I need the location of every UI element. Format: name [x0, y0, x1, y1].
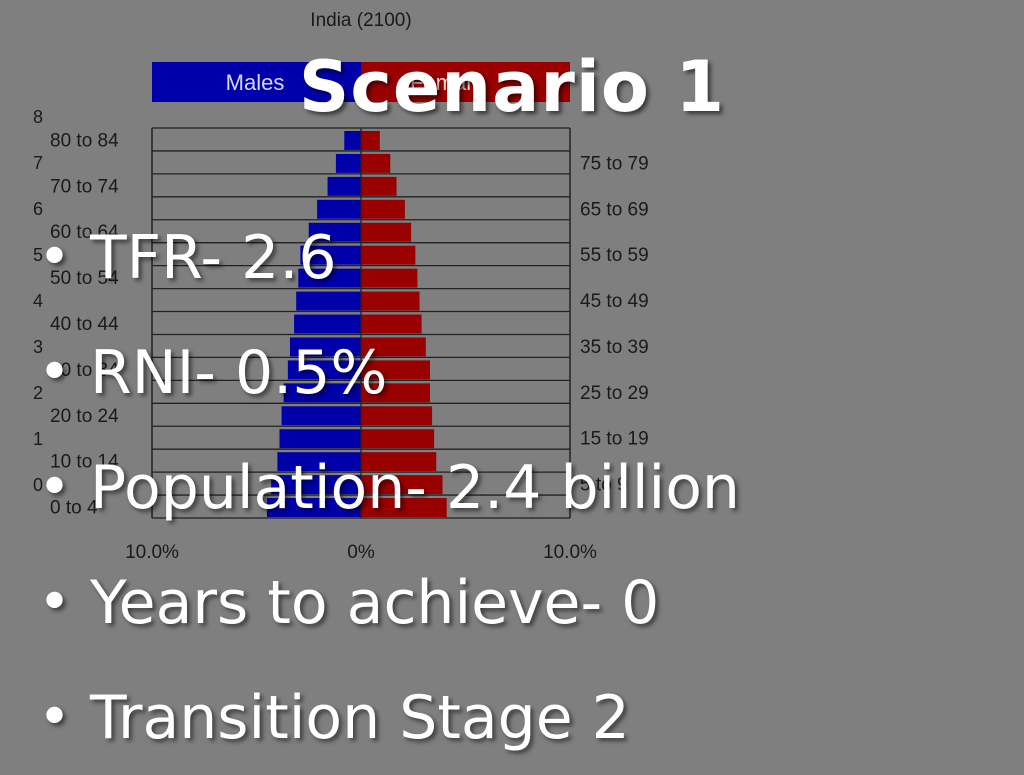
- x-tick-label: 10.0%: [125, 542, 179, 563]
- female-bar-40-to-44: [361, 314, 422, 334]
- female-bar-25-to-29: [361, 383, 430, 403]
- female-bar-30-to-34: [361, 360, 430, 380]
- right-age-label: 75 to 79: [580, 153, 649, 174]
- right-age-label: 55 to 59: [580, 245, 649, 266]
- right-age-label: 5 to 9: [580, 475, 628, 496]
- male-bar-75-to-79: [335, 153, 361, 173]
- female-bar-10-to-14: [361, 452, 437, 472]
- side-axis-label: 6: [33, 199, 43, 219]
- bullet-dot-icon: •: [38, 340, 72, 405]
- left-age-label: 10 to 14: [50, 452, 119, 473]
- left-age-label: 0 to 4: [50, 498, 98, 519]
- male-bar-65-to-69: [317, 199, 361, 219]
- male-bar-30-to-34: [287, 360, 361, 380]
- bullet-text: Population- 2.4 billion: [90, 452, 740, 523]
- female-bar-70-to-74: [361, 176, 397, 196]
- female-bar-20-to-24: [361, 406, 433, 426]
- left-age-label: 80 to 84: [50, 130, 119, 151]
- left-age-label: 60 to 64: [50, 222, 119, 243]
- side-axis-label: 1: [33, 429, 43, 449]
- legend-females-label: Femal: [410, 70, 471, 95]
- bullet-item: • Transition Stage 2: [38, 660, 740, 775]
- female-bar-80-to-84: [361, 131, 380, 150]
- bullet-dot-icon: •: [38, 570, 72, 635]
- bullet-text: RNI- 0.5%: [90, 337, 388, 408]
- female-bar-65-to-69: [361, 199, 405, 219]
- bullet-dot-icon: •: [38, 225, 72, 290]
- bullet-item: • TFR- 2.6: [38, 200, 740, 315]
- x-tick-label: 0%: [347, 542, 375, 563]
- right-age-label: 25 to 29: [580, 383, 649, 404]
- left-age-label: 30 to 34: [50, 360, 119, 381]
- male-bar-55-to-59: [300, 245, 361, 265]
- x-tick-label: 10.0%: [543, 542, 597, 563]
- side-axis-label: 4: [33, 291, 43, 311]
- legend-females-swatch: [361, 62, 570, 102]
- female-bar-55-to-59: [361, 245, 416, 265]
- left-age-label: 40 to 44: [50, 314, 119, 335]
- female-bar-15-to-19: [361, 429, 435, 449]
- bullet-text: TFR- 2.6: [90, 222, 337, 293]
- female-bar-35-to-39: [361, 337, 426, 357]
- male-bar-50-to-54: [298, 268, 361, 288]
- male-bar-60-to-64: [308, 222, 361, 242]
- side-axis-label: 7: [33, 153, 43, 173]
- left-age-label: 20 to 24: [50, 406, 119, 427]
- male-bar-20-to-24: [281, 406, 361, 426]
- female-bar-5-to-9: [361, 475, 443, 495]
- bullet-dot-icon: •: [38, 455, 72, 520]
- bullet-item: • Population- 2.4 billion: [38, 430, 740, 545]
- male-bar-25-to-29: [283, 383, 361, 403]
- female-bar-0-to-4: [361, 498, 447, 517]
- bullet-text: Transition Stage 2: [90, 682, 630, 753]
- bullet-list: • TFR- 2.6 • RNI- 0.5% • Population- 2.4 bi…: [38, 200, 740, 775]
- right-age-label: 45 to 49: [580, 291, 649, 312]
- left-age-label: 70 to 74: [50, 176, 119, 197]
- bullet-text: Years to achieve- 0: [90, 567, 660, 638]
- left-age-label: 50 to 54: [50, 268, 119, 289]
- male-bar-0-to-4: [266, 498, 361, 517]
- male-bar-45-to-49: [296, 291, 361, 311]
- male-bar-15-to-19: [279, 429, 361, 449]
- female-bar-60-to-64: [361, 222, 412, 242]
- right-age-label: 35 to 39: [580, 337, 649, 358]
- side-axis-label: 0: [33, 475, 43, 495]
- male-bar-80-to-84: [344, 131, 361, 150]
- male-bar-10-to-14: [277, 452, 361, 472]
- legend-males-swatch: [152, 62, 361, 102]
- male-bar-35-to-39: [289, 337, 361, 357]
- bullet-item: • RNI- 0.5%: [38, 315, 740, 430]
- side-axis-label: 3: [33, 337, 43, 357]
- legend-males-label: Males: [226, 70, 285, 95]
- right-age-label: 15 to 19: [580, 429, 649, 450]
- male-bar-40-to-44: [294, 314, 361, 334]
- male-bar-70-to-74: [327, 176, 361, 196]
- chart-title: India (2100): [310, 10, 411, 31]
- female-bar-45-to-49: [361, 291, 420, 311]
- side-axis-label: 8: [33, 107, 43, 127]
- female-bar-75-to-79: [361, 153, 391, 173]
- female-bar-50-to-54: [361, 268, 418, 288]
- bullet-item: • Years to achieve- 0: [38, 545, 740, 660]
- bullet-dot-icon: •: [38, 685, 72, 750]
- right-age-label: 65 to 69: [580, 199, 649, 220]
- slide-title: Scenario 1: [298, 46, 726, 128]
- side-axis-label: 2: [33, 383, 43, 403]
- side-axis-label: 5: [33, 245, 43, 265]
- male-bar-5-to-9: [271, 475, 361, 495]
